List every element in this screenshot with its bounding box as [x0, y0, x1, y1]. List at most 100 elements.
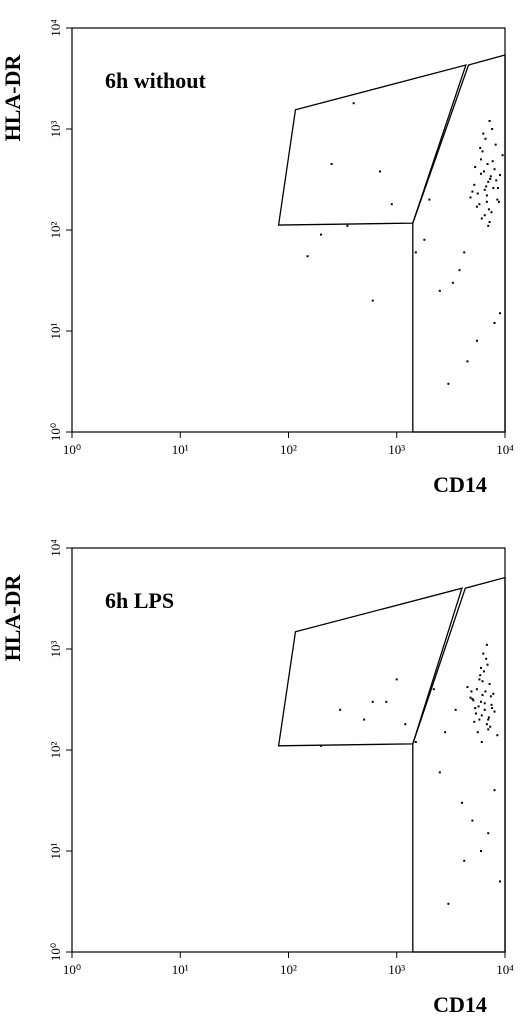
event-dot: [404, 723, 407, 726]
event-dot: [479, 700, 482, 703]
event-dot: [480, 217, 483, 220]
y-axis-label: HLA-DR: [0, 574, 25, 662]
event-dot: [480, 741, 483, 744]
event-dot: [330, 163, 333, 166]
event-dot: [473, 183, 476, 186]
y-tick-label: 10¹: [48, 842, 63, 859]
event-dot: [371, 299, 374, 302]
event-dot: [497, 200, 500, 203]
x-tick-label: 10⁰: [63, 962, 81, 977]
y-tick-label: 10²: [48, 741, 63, 758]
event-dot: [482, 652, 485, 655]
event-dot: [501, 154, 504, 157]
event-dot: [487, 728, 490, 731]
event-dot: [490, 211, 493, 214]
event-dot: [486, 163, 489, 166]
event-dot: [493, 710, 496, 713]
event-dot: [483, 670, 486, 673]
event-dot: [438, 289, 441, 292]
event-dot: [423, 238, 426, 241]
event-dot: [486, 663, 489, 666]
gate: [277, 64, 467, 226]
event-dot: [466, 686, 469, 689]
event-dot: [487, 208, 490, 211]
event-dot: [414, 251, 417, 254]
event-dot: [477, 705, 480, 708]
y-tick-label: 10³: [48, 120, 63, 137]
event-dot: [378, 170, 381, 173]
event-dot: [447, 382, 450, 385]
gate: [412, 54, 506, 433]
gate: [277, 587, 463, 747]
event-dot: [451, 281, 454, 284]
event-dot: [482, 132, 485, 135]
event-dot: [306, 255, 309, 258]
event-dot: [339, 708, 342, 711]
event-dot: [479, 674, 482, 677]
event-dot: [487, 716, 490, 719]
event-dot: [485, 723, 488, 726]
event-dot: [471, 697, 474, 700]
event-dot: [492, 187, 495, 190]
event-dot: [489, 725, 492, 728]
event-dot: [390, 203, 393, 206]
event-dot: [496, 198, 499, 201]
x-axis-label: CD14: [433, 992, 487, 1017]
event-dot: [385, 700, 388, 703]
gate: [412, 576, 506, 953]
y-tick-label: 10¹: [48, 322, 63, 339]
event-dot: [483, 214, 486, 217]
event-dot: [483, 702, 486, 705]
x-tick-label: 10⁴: [496, 962, 514, 977]
x-tick-label: 10³: [388, 442, 405, 457]
event-dot: [320, 233, 323, 236]
event-dot: [363, 718, 366, 721]
event-dot: [494, 143, 497, 146]
y-tick-label: 10⁰: [48, 943, 63, 961]
event-dot: [469, 196, 472, 199]
event-dot: [488, 683, 491, 686]
event-dot: [469, 696, 472, 699]
event-dot: [492, 692, 495, 695]
event-dot: [414, 741, 417, 744]
event-dot: [481, 694, 484, 697]
x-tick-label: 10¹: [172, 962, 189, 977]
event-dot: [478, 718, 481, 721]
event-dot: [454, 708, 457, 711]
event-dot: [499, 312, 502, 315]
event-dot: [496, 187, 499, 190]
event-dot: [479, 146, 482, 149]
event-dot: [475, 688, 478, 691]
event-dot: [489, 695, 492, 698]
event-dot: [480, 714, 483, 717]
event-dot: [499, 174, 502, 177]
event-dot: [493, 322, 496, 325]
event-dot: [481, 150, 484, 153]
event-dot: [466, 360, 469, 363]
event-dot: [444, 731, 447, 734]
event-dot: [472, 699, 475, 702]
event-dot: [474, 707, 477, 710]
x-tick-label: 10³: [388, 962, 405, 977]
event-dot: [490, 703, 493, 706]
event-dot: [484, 137, 487, 140]
y-tick-label: 10²: [48, 221, 63, 238]
event-dot: [395, 678, 398, 681]
y-tick-label: 10³: [48, 640, 63, 657]
event-dot: [485, 657, 488, 660]
event-dot: [479, 666, 482, 669]
event-dot: [346, 224, 349, 227]
x-tick-label: 10⁴: [496, 442, 514, 457]
annotation: 6h LPS: [105, 588, 174, 613]
event-dot: [463, 251, 466, 254]
event-dot: [474, 166, 477, 169]
event-dot: [447, 902, 450, 905]
event-dot: [483, 708, 486, 711]
event-dot: [428, 198, 431, 201]
event-dot: [487, 180, 490, 183]
annotation: 6h without: [105, 68, 207, 93]
event-dot: [485, 185, 488, 188]
event-dot: [488, 221, 491, 224]
event-dot: [475, 339, 478, 342]
event-dot: [484, 690, 487, 693]
